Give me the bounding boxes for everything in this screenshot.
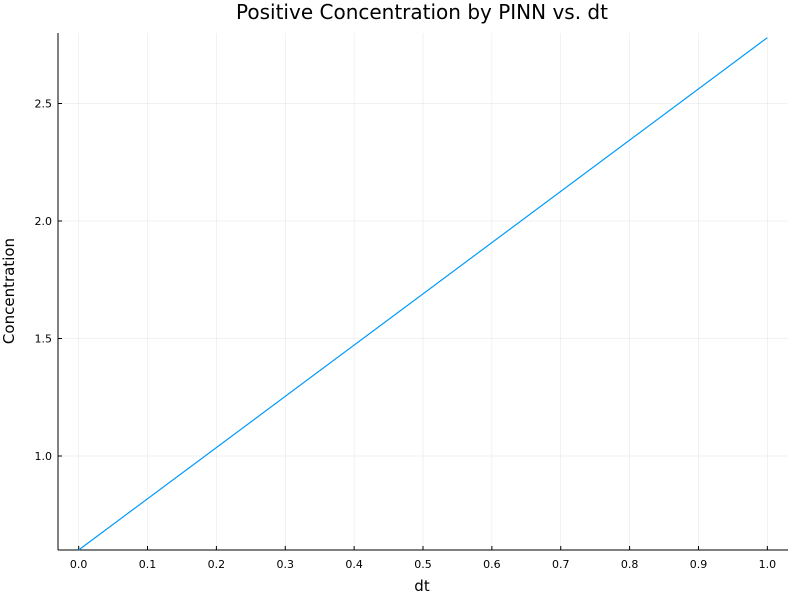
x-tick-label: 0.9 xyxy=(690,558,708,571)
x-tick-label: 0.3 xyxy=(277,558,295,571)
y-tick-label: 2.5 xyxy=(35,98,53,111)
x-tick-label: 0.7 xyxy=(552,558,570,571)
chart-title: Positive Concentration by PINN vs. dt xyxy=(236,0,608,24)
x-tick-label: 0.5 xyxy=(414,558,432,571)
y-tick-label: 1.5 xyxy=(35,333,53,346)
y-axis-ticks: 1.0 1.5 2.0 2.5 xyxy=(35,98,62,463)
x-tick-label: 0.6 xyxy=(483,558,501,571)
y-tick-label: 2.0 xyxy=(35,215,53,228)
x-axis-label: dt xyxy=(414,577,430,595)
grid-lines xyxy=(58,33,788,550)
x-tick-label: 1.0 xyxy=(759,558,777,571)
y-axis-label: Concentration xyxy=(0,238,18,344)
series-layer xyxy=(78,37,768,551)
x-tick-label: 0.1 xyxy=(139,558,157,571)
x-tick-label: 0.2 xyxy=(208,558,226,571)
x-tick-label: 0.4 xyxy=(345,558,363,571)
x-axis-ticks: 0.0 0.1 0.2 0.3 0.4 0.5 0.6 0.7 0.8 0.9 1.0 xyxy=(70,546,776,571)
x-tick-label: 0.0 xyxy=(70,558,88,571)
series-line xyxy=(78,37,768,551)
x-tick-label: 0.8 xyxy=(621,558,639,571)
y-tick-label: 1.0 xyxy=(35,450,53,463)
